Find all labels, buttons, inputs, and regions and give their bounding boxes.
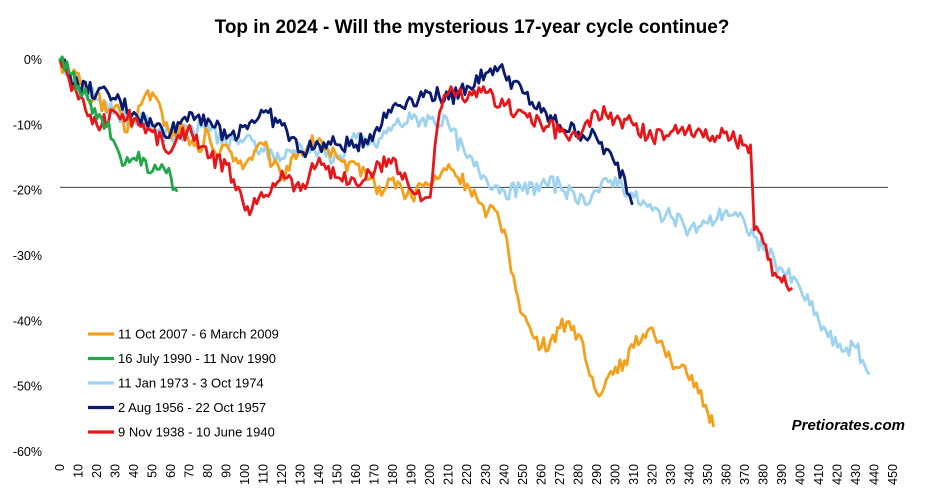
y-tick-label: -50% [13, 380, 42, 394]
x-tick-label: 100 [238, 464, 252, 485]
legend-label: 16 July 1990 - 11 Nov 1990 [118, 351, 276, 366]
y-tick-label: -30% [13, 249, 42, 263]
x-tick-label: 50 [146, 464, 160, 478]
x-tick-label: 90 [220, 464, 234, 478]
x-tick-label: 20 [90, 464, 104, 478]
x-tick-label: 150 [331, 464, 345, 485]
y-tick-label: 0% [24, 53, 42, 67]
x-tick-label: 410 [812, 464, 826, 485]
y-tick-label: -40% [13, 314, 42, 328]
legend-label: 11 Jan 1973 - 3 Oct 1974 [118, 376, 264, 391]
x-tick-label: 210 [442, 464, 456, 485]
x-tick-label: 220 [460, 464, 474, 485]
y-tick-label: -20% [13, 184, 42, 198]
x-tick-label: 440 [867, 464, 881, 485]
x-tick-label: 250 [516, 464, 530, 485]
series-line [58, 55, 178, 193]
legend-label: 2 Aug 1956 - 22 Oct 1957 [118, 400, 266, 415]
x-tick-label: 300 [608, 464, 622, 485]
x-tick-label: 290 [590, 464, 604, 485]
x-tick-label: 10 [72, 464, 86, 478]
x-tick-label: 60 [164, 464, 178, 478]
legend: 11 Oct 2007 - 6 March 2009 16 July 1990 -… [88, 327, 279, 440]
x-tick-label: 370 [738, 464, 752, 485]
watermark: Pretiorates.com [792, 417, 905, 434]
series-lines [58, 55, 871, 428]
x-tick-label: 320 [645, 464, 659, 485]
series-line [58, 58, 871, 375]
x-tick-label: 360 [719, 464, 733, 485]
legend-label: 9 Nov 1938 - 10 June 1940 [118, 425, 275, 440]
series-line [58, 58, 634, 206]
x-tick-label: 140 [312, 464, 326, 485]
y-tick-label: -10% [13, 118, 42, 132]
legend-label: 11 Oct 2007 - 6 March 2009 [118, 327, 279, 342]
x-tick-label: 390 [775, 464, 789, 485]
x-tick-label: 380 [756, 464, 770, 485]
series-line [58, 58, 793, 292]
x-tick-label: 30 [109, 464, 123, 478]
x-tick-label: 40 [127, 464, 141, 478]
x-tick-label: 350 [701, 464, 715, 485]
x-tick-label: 0 [53, 464, 67, 471]
x-tick-label: 180 [386, 464, 400, 485]
series-line [58, 58, 715, 428]
x-tick-label: 240 [497, 464, 511, 485]
x-tick-label: 400 [793, 464, 807, 485]
x-tick-label: 270 [553, 464, 567, 485]
x-tick-label: 420 [830, 464, 844, 485]
x-tick-label: 200 [423, 464, 437, 485]
x-tick-label: 430 [849, 464, 863, 485]
x-tick-label: 330 [664, 464, 678, 485]
x-tick-label: 70 [183, 464, 197, 478]
x-tick-label: 450 [886, 464, 900, 485]
x-tick-label: 130 [294, 464, 308, 485]
x-tick-label: 80 [201, 464, 215, 478]
x-tick-label: 120 [275, 464, 289, 485]
x-tick-label: 280 [571, 464, 585, 485]
x-tick-label: 170 [368, 464, 382, 485]
x-tick-label: 230 [479, 464, 493, 485]
x-tick-label: 260 [534, 464, 548, 485]
x-tick-label: 340 [682, 464, 696, 485]
y-tick-label: -60% [13, 445, 42, 459]
x-tick-label: 160 [349, 464, 363, 485]
x-tick-label: 190 [405, 464, 419, 485]
x-tick-label: 110 [257, 464, 271, 484]
chart-title: Top in 2024 - Will the mysterious 17-yea… [215, 17, 730, 38]
x-axis: 0 10 20 30 40 50 60 70 80 90 100 110 120 130 140 150 160… [53, 464, 900, 485]
y-axis: 0% -10% -20% -30% -40% -50% -60% [13, 53, 42, 459]
x-tick-label: 310 [627, 464, 641, 485]
